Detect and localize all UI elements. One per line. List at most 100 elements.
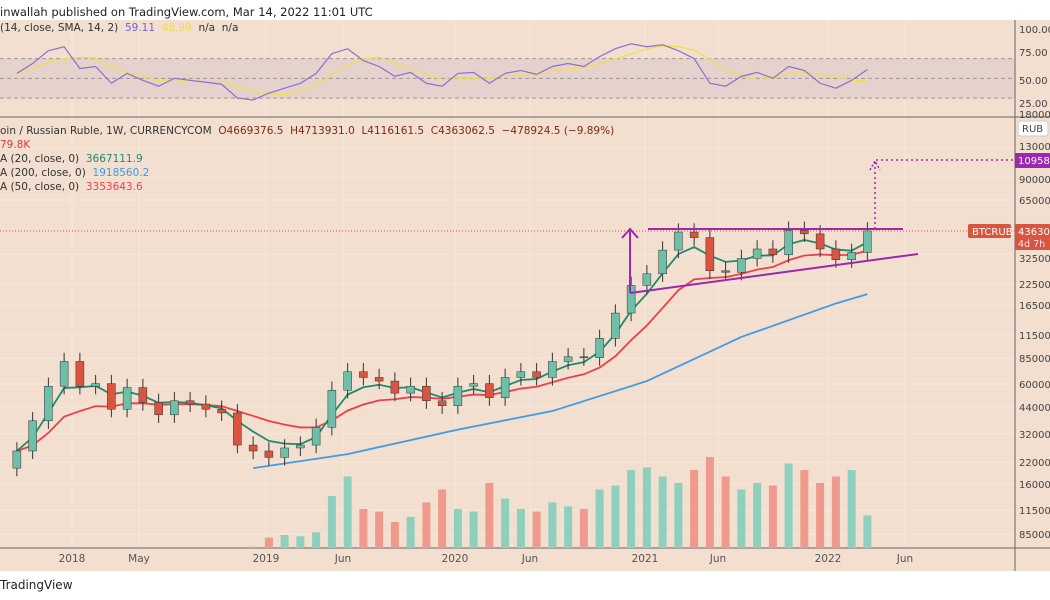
ma20-legend: A (20, close, 0) 3667111.9 <box>0 153 143 165</box>
candle <box>390 380 400 394</box>
symbol-legend: oin / Russian Ruble, 1W, CURRENCYCOM O46… <box>0 125 614 137</box>
volume-bar <box>453 509 462 548</box>
volume-bar <box>768 485 777 548</box>
volume-bar <box>422 502 431 548</box>
time-axis-label: 2022 <box>815 553 842 565</box>
price-axis-label: 2250000 <box>1019 280 1050 291</box>
candle <box>422 385 431 402</box>
price-axis-label: 3250000 <box>1019 254 1050 265</box>
symbol-tag <box>968 224 1011 238</box>
ma20-value: 3667111.9 <box>85 153 143 165</box>
candle <box>737 258 746 273</box>
rsi-ma-value: 48.99 <box>161 22 192 34</box>
candle <box>674 231 683 251</box>
candle <box>91 383 100 387</box>
ma200-legend: A (200, close, 0) 1918560.2 <box>0 167 149 179</box>
candle <box>264 450 274 458</box>
low-value: L4116161.5 <box>361 125 425 137</box>
price-axis-label: 1150000 <box>1019 331 1050 342</box>
target-price-label: 10958460 <box>1018 156 1050 167</box>
volume-bar <box>658 476 667 548</box>
ma50-legend: A (50, close, 0) 3353643.6 <box>0 181 143 193</box>
price-axis-label: 320000. <box>1019 430 1050 441</box>
chart-canvas[interactable]: 1800000 1300000 9000000 6500000 3250000 22500… <box>0 20 1050 571</box>
close-value: C4363062.5 <box>430 125 495 137</box>
volume-bar <box>564 506 573 548</box>
target-projection-line <box>874 159 1015 229</box>
candle <box>800 230 809 235</box>
time-axis-label: Jun <box>709 553 726 565</box>
candle <box>626 285 636 314</box>
price-axis-label: 1800000 <box>1019 110 1050 121</box>
tradingview-logo-text: TradingView <box>0 578 73 592</box>
rsi-na: n/a <box>198 22 216 34</box>
candle <box>59 361 69 387</box>
price-axis-label: 115000. <box>1019 506 1050 517</box>
volume-bar <box>485 483 494 548</box>
volume-bar <box>438 489 447 548</box>
price-axis-label: 160000. <box>1019 480 1050 491</box>
rsi-axis-label: 75.00 <box>1019 48 1048 59</box>
volume-bar <box>642 467 651 548</box>
candle <box>721 270 730 273</box>
time-axis-label: 2021 <box>632 553 659 565</box>
rsi-legend: (14, close, SMA, 14, 2) 59.11 48.99 n/a … <box>0 22 238 34</box>
candle <box>453 385 463 406</box>
candle <box>359 371 368 378</box>
volume-bar <box>800 470 809 548</box>
candle <box>563 356 573 362</box>
volume-bar <box>705 457 714 548</box>
candle <box>595 338 604 358</box>
time-axis-label: Jun <box>334 553 351 565</box>
symbol-name: oin / Russian Ruble, 1W, CURRENCYCOM <box>0 125 212 137</box>
candle <box>611 312 620 339</box>
change-value: −478924.5 (−9.89%) <box>501 125 615 137</box>
rsi-axis-label: 25.00 <box>1019 99 1048 110</box>
open-value: O4669376.5 <box>218 125 284 137</box>
time-axis-label: Jun <box>521 553 538 565</box>
candle <box>784 230 793 256</box>
candle <box>831 248 841 260</box>
candle <box>343 371 352 391</box>
volume-bar <box>249 546 258 548</box>
ma20-label: A (20, close, 0) <box>0 153 80 165</box>
volume-bar <box>737 489 746 548</box>
volume-bar <box>312 532 321 548</box>
volume-bar <box>831 476 840 548</box>
volume-bar <box>674 483 683 548</box>
volume-bar <box>501 498 510 548</box>
volume-bar <box>280 535 289 548</box>
candle <box>642 273 652 286</box>
time-axis-label: May <box>128 553 150 565</box>
candle <box>44 385 53 422</box>
volume-bar <box>343 476 352 548</box>
last-price-badge <box>1015 224 1050 250</box>
candle <box>280 447 289 458</box>
candle <box>863 230 872 253</box>
volume-bar <box>863 515 872 548</box>
candle <box>768 248 778 256</box>
candle <box>500 377 510 398</box>
volume-bar <box>595 489 604 548</box>
price-axis-label: 9000000 <box>1019 175 1050 186</box>
candle <box>532 371 541 378</box>
rsi-label: (14, close, SMA, 14, 2) <box>0 22 119 34</box>
support-trendline <box>629 253 919 294</box>
rsi-ma-line <box>16 45 868 96</box>
rsi-axis-label: 100.00 <box>1019 25 1050 36</box>
chart-area[interactable]: 1800000 1300000 9000000 6500000 3250000 22500… <box>0 20 1050 571</box>
candle <box>705 237 715 272</box>
candle <box>327 390 337 428</box>
candle <box>437 400 447 406</box>
ma200-label: A (200, close, 0) <box>0 167 86 179</box>
symbol-tag-label: BTCRUB <box>972 227 1013 238</box>
candle <box>579 356 589 359</box>
target-arrow-icon <box>869 159 881 171</box>
candle <box>847 252 856 260</box>
volume-bar <box>516 509 525 548</box>
ma200-value: 1918560.2 <box>92 167 150 179</box>
price-axis-label: 1650000 <box>1019 301 1050 312</box>
candle <box>28 420 37 452</box>
candle <box>485 383 494 398</box>
candle <box>154 402 163 416</box>
